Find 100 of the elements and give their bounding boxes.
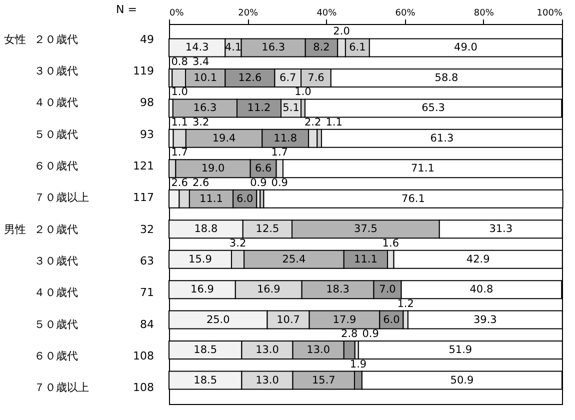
y-tick-label: ３０歳代 bbox=[34, 254, 78, 268]
data-label: 42.9 bbox=[466, 253, 490, 266]
x-tick-label: 100% bbox=[536, 8, 563, 18]
text: 女性 bbox=[4, 32, 26, 46]
text: 63 bbox=[140, 254, 154, 268]
data-label: 2.0 bbox=[333, 26, 350, 38]
data-label: 0.9 bbox=[250, 176, 267, 189]
data-label: 49.0 bbox=[454, 42, 478, 54]
data-label: 11.1 bbox=[354, 253, 378, 266]
text: 71 bbox=[140, 286, 154, 300]
data-label: 11.1 bbox=[200, 192, 223, 205]
data-label: 12.6 bbox=[238, 72, 262, 84]
text: 117 bbox=[133, 191, 154, 204]
data-label: 1.7 bbox=[271, 146, 288, 159]
data-label: 50.9 bbox=[450, 374, 474, 386]
y-tick-label: ３０歳代 bbox=[34, 64, 78, 78]
y-tick-label: ４０歳代 bbox=[34, 96, 78, 110]
text: 32 bbox=[140, 222, 154, 236]
data-label: 19.0 bbox=[201, 162, 225, 175]
data-label: 10.7 bbox=[276, 314, 300, 326]
data-label: 16.3 bbox=[193, 102, 217, 114]
x-tick-label: 60% bbox=[395, 8, 416, 18]
data-label: 31.3 bbox=[489, 223, 513, 236]
data-label: 6.0 bbox=[383, 314, 400, 326]
y-tick-label: ２０歳代 bbox=[34, 222, 78, 236]
data-label: 39.3 bbox=[473, 314, 497, 326]
data-label: 1.0 bbox=[171, 86, 188, 98]
data-label: 13.0 bbox=[306, 344, 330, 356]
data-label: 17.9 bbox=[332, 314, 356, 326]
text: 108 bbox=[133, 350, 154, 362]
data-label: 5.1 bbox=[282, 102, 300, 114]
data-label: 2.8 bbox=[341, 328, 358, 340]
data-label: 12.5 bbox=[256, 223, 280, 236]
data-label: 6.7 bbox=[280, 72, 296, 84]
data-label: 1.1 bbox=[326, 116, 342, 128]
data-label: 13.0 bbox=[256, 374, 279, 386]
data-label: 51.9 bbox=[448, 344, 472, 356]
data-label: 76.1 bbox=[402, 192, 425, 205]
data-label: 18.5 bbox=[194, 344, 218, 356]
data-label: 2.6 bbox=[171, 176, 188, 189]
y-tick-label: ６０歳代 bbox=[34, 160, 78, 172]
data-label: 0.8 bbox=[171, 56, 188, 68]
data-label: 11.8 bbox=[274, 132, 298, 144]
x-tick-label: 80% bbox=[474, 8, 494, 18]
data-label: 65.3 bbox=[422, 102, 445, 114]
data-label: 0.9 bbox=[362, 328, 379, 340]
data-label: 25.4 bbox=[282, 253, 306, 266]
data-label: 13.0 bbox=[256, 344, 279, 356]
y-tick-label: ７０歳以上 bbox=[34, 191, 89, 204]
text: 121 bbox=[133, 160, 154, 172]
data-label: 16.9 bbox=[190, 284, 214, 296]
y-tick-label: ２０歳代 bbox=[34, 32, 78, 46]
data-label: 18.3 bbox=[326, 284, 350, 296]
data-label: 18.8 bbox=[194, 223, 218, 236]
text: 84 bbox=[140, 318, 154, 331]
data-label: 1.0 bbox=[294, 86, 312, 98]
text: 93 bbox=[140, 128, 154, 141]
y-tick-label: ５０歳代 bbox=[34, 318, 78, 331]
x-tick-label: 20% bbox=[238, 8, 259, 18]
data-label: 19.4 bbox=[212, 132, 236, 144]
text: 男性 bbox=[4, 222, 26, 236]
data-label: 14.3 bbox=[185, 42, 209, 54]
text: N = bbox=[116, 3, 137, 16]
x-tick-label: 40% bbox=[316, 8, 338, 18]
data-label: 58.8 bbox=[434, 72, 458, 84]
y-tick-label: ７０歳以上 bbox=[34, 381, 89, 394]
text: 119 bbox=[133, 64, 154, 78]
data-label: 11.2 bbox=[247, 102, 271, 114]
y-tick-label: ４０歳代 bbox=[34, 286, 78, 300]
data-label: 1.6 bbox=[382, 237, 400, 250]
data-label: 71.1 bbox=[410, 162, 434, 175]
data-label: 1.2 bbox=[397, 298, 414, 310]
data-label: 6.0 bbox=[236, 192, 254, 205]
text: 108 bbox=[133, 381, 154, 394]
data-label: 16.3 bbox=[262, 42, 286, 54]
data-label: 25.0 bbox=[206, 314, 230, 326]
data-label: 3.2 bbox=[229, 237, 246, 250]
data-label: 3.2 bbox=[192, 116, 210, 128]
y-tick-label: ６０歳代 bbox=[34, 350, 78, 362]
data-label: 61.3 bbox=[430, 132, 454, 144]
data-label: 37.5 bbox=[354, 223, 378, 236]
data-label: 7.6 bbox=[308, 72, 325, 84]
data-label: 1.1 bbox=[171, 116, 188, 128]
data-label: 6.6 bbox=[254, 162, 272, 175]
data-label: 40.8 bbox=[470, 284, 494, 296]
x-tick-label: 0% bbox=[170, 8, 184, 18]
data-label: 0.9 bbox=[271, 176, 288, 189]
data-label: 16.9 bbox=[256, 284, 280, 296]
data-label: 15.9 bbox=[188, 253, 212, 266]
data-label: 2.6 bbox=[192, 176, 210, 189]
text: 49 bbox=[140, 32, 154, 46]
data-label: 6.1 bbox=[349, 42, 366, 54]
data-label: 18.5 bbox=[194, 374, 218, 386]
data-label: 8.2 bbox=[313, 42, 330, 54]
data-label: 1.7 bbox=[171, 146, 188, 159]
data-label: 7.0 bbox=[379, 284, 396, 296]
data-label: 15.7 bbox=[312, 374, 336, 386]
data-label: 10.1 bbox=[194, 72, 218, 84]
data-label: 3.4 bbox=[192, 56, 210, 68]
data-label: 1.9 bbox=[350, 358, 367, 370]
